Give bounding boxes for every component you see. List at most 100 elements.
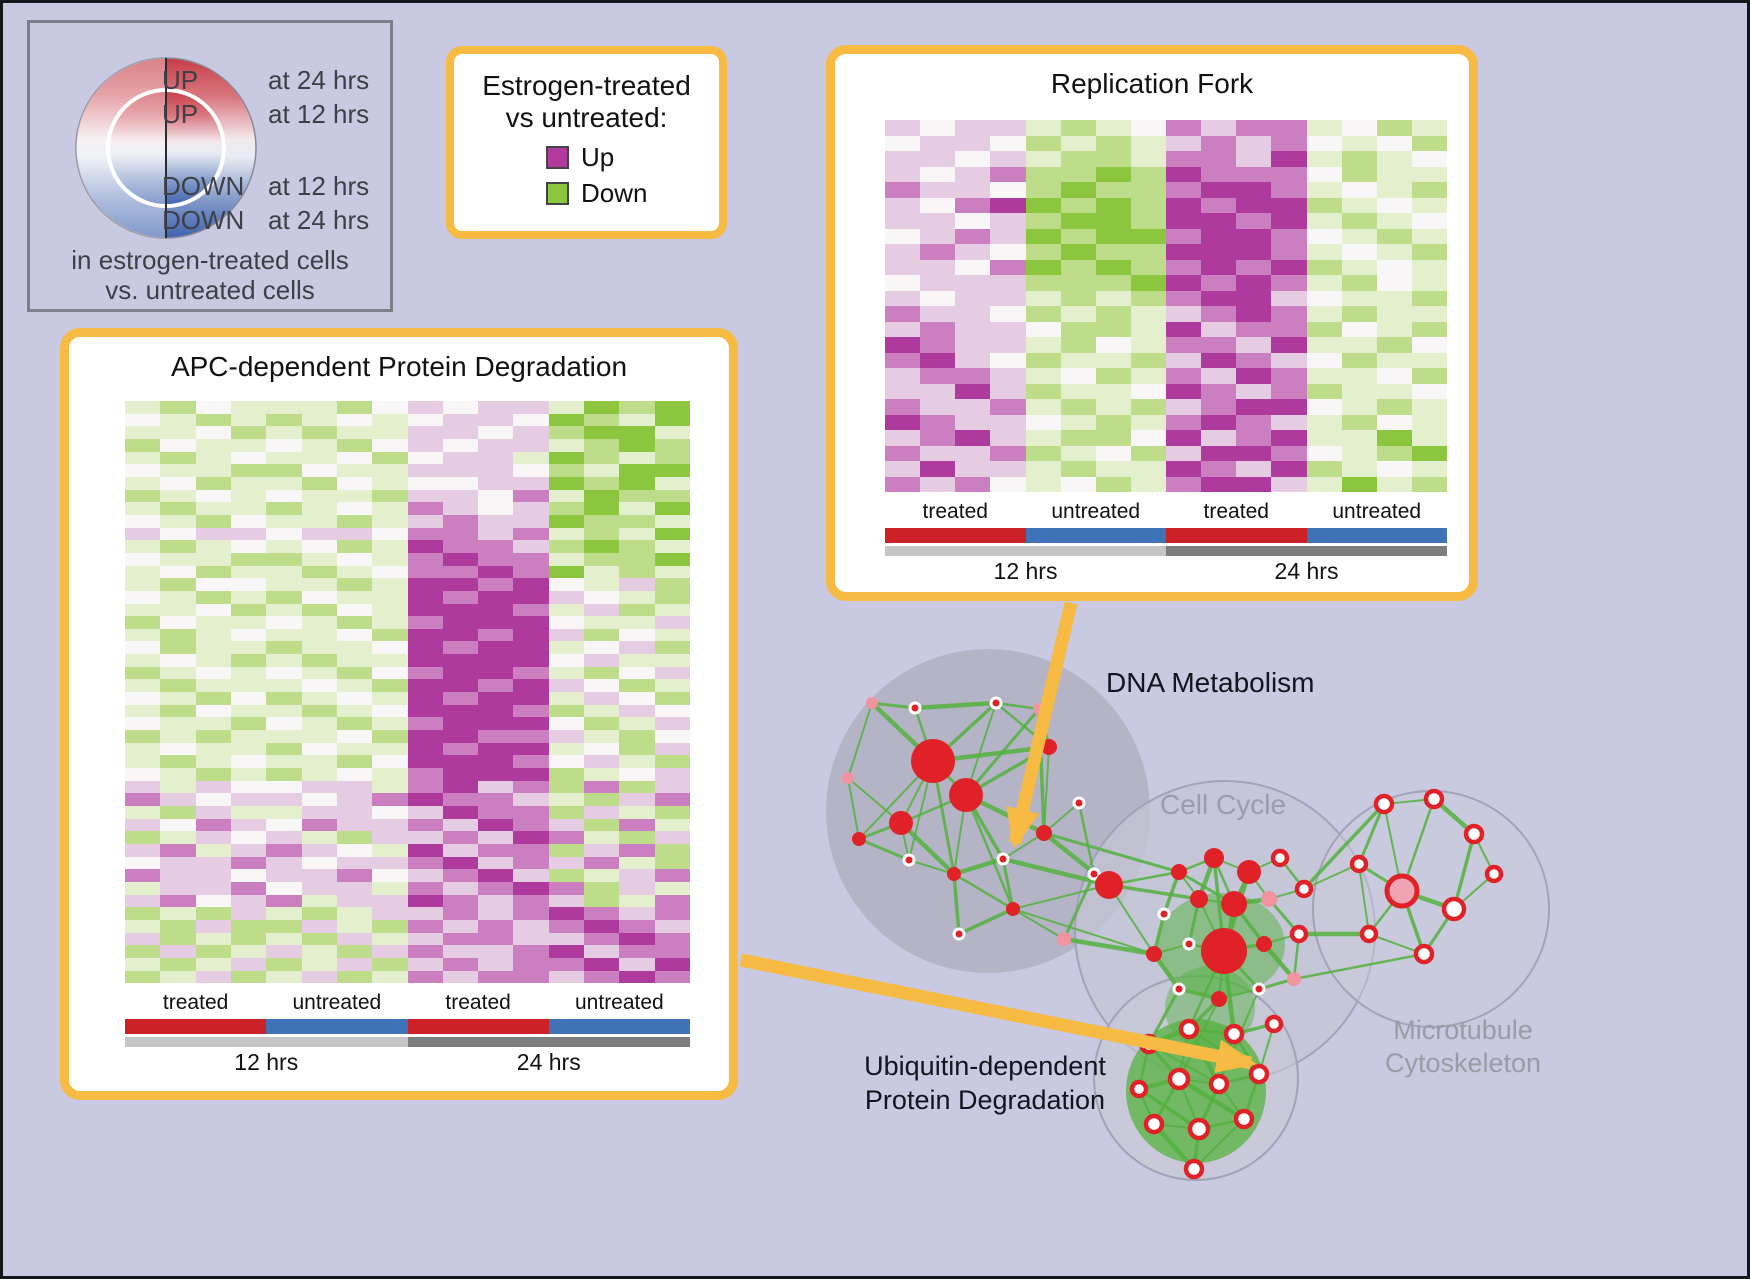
heatmap-cell bbox=[336, 717, 373, 731]
network-edge bbox=[952, 872, 961, 936]
heatmap-cell bbox=[372, 704, 408, 718]
heatmap-cell bbox=[654, 793, 690, 806]
heatmap-cell bbox=[1236, 120, 1272, 136]
heatmap-row bbox=[885, 290, 1447, 306]
heatmap-cell bbox=[266, 843, 302, 857]
heatmap-cell bbox=[301, 704, 337, 718]
heatmap-cell bbox=[336, 970, 373, 984]
heatmap-cell bbox=[372, 970, 408, 984]
heatmap-cell bbox=[584, 881, 620, 895]
heatmap-cell bbox=[920, 445, 956, 461]
heatmap-cell bbox=[1376, 321, 1412, 337]
network-edge bbox=[1000, 856, 1112, 888]
heatmap-cell bbox=[195, 502, 231, 515]
heatmap-cell bbox=[230, 932, 267, 946]
heatmap-cell bbox=[584, 666, 620, 680]
heatmap-cell bbox=[1060, 244, 1096, 260]
heatmap-cell bbox=[885, 430, 921, 446]
network-node bbox=[1463, 823, 1485, 845]
heatmap-cell bbox=[548, 957, 585, 971]
heatmap-cell bbox=[336, 489, 373, 503]
heatmap-cell bbox=[1411, 430, 1447, 446]
heatmap-cell bbox=[125, 831, 161, 844]
heatmap-cell bbox=[1411, 306, 1447, 322]
heatmap-cell bbox=[195, 654, 231, 667]
heatmap-cell bbox=[195, 476, 231, 490]
heatmap-cell bbox=[407, 578, 443, 591]
heatmap-cell bbox=[442, 957, 479, 971]
heatmap-cell bbox=[1411, 399, 1447, 415]
network-edge bbox=[1147, 1042, 1181, 1081]
heatmap-cell bbox=[1236, 197, 1272, 213]
network-edge bbox=[1151, 951, 1182, 992]
heatmap-cell bbox=[654, 464, 690, 477]
heatmap-cell bbox=[990, 244, 1026, 260]
heatmap-cell bbox=[407, 730, 443, 743]
heatmap-cell bbox=[1201, 321, 1237, 337]
heatmap-cell bbox=[584, 869, 620, 882]
network-edge bbox=[957, 907, 1015, 936]
heatmap-cell bbox=[442, 970, 479, 984]
heatmap-cell bbox=[442, 692, 479, 705]
network-node bbox=[1143, 1113, 1165, 1135]
heatmap-cell bbox=[478, 704, 514, 718]
heatmap-cell bbox=[442, 552, 479, 566]
heatmap-row bbox=[125, 438, 690, 452]
heatmap-cell bbox=[407, 679, 443, 693]
heatmap-cell bbox=[1411, 290, 1447, 306]
heatmap-cell bbox=[442, 730, 479, 743]
heatmap-cell bbox=[548, 894, 585, 908]
network-node bbox=[1172, 982, 1186, 996]
heatmap-cell bbox=[407, 843, 443, 857]
heatmap-cell bbox=[654, 527, 690, 541]
heatmap-cell bbox=[336, 578, 373, 591]
heatmap-cell bbox=[301, 527, 337, 541]
heatmap-cell bbox=[372, 780, 408, 794]
heatmap-cell bbox=[990, 120, 1026, 136]
heatmap-cell bbox=[195, 692, 231, 705]
heatmap-cell bbox=[548, 679, 585, 693]
heatmap-cell bbox=[125, 717, 161, 731]
heatmap-cell bbox=[1306, 197, 1342, 213]
heatmap-cell bbox=[195, 514, 231, 528]
network-edge bbox=[1187, 997, 1221, 1031]
heatmap-cell bbox=[1095, 414, 1131, 430]
heatmap-cell bbox=[1060, 120, 1096, 136]
estrogen-legend-title-line1: Estrogen-treated bbox=[482, 70, 691, 101]
heatmap-cell bbox=[584, 970, 620, 984]
heatmap-cell bbox=[513, 970, 549, 984]
heatmap-cell bbox=[1271, 290, 1307, 306]
network-edge bbox=[912, 700, 999, 711]
network-edge bbox=[1232, 1022, 1276, 1036]
heatmap-cell bbox=[125, 527, 161, 541]
heatmap-cell bbox=[478, 679, 514, 693]
heatmap-cell bbox=[619, 438, 655, 452]
heatmap-cell bbox=[1411, 197, 1447, 213]
heatmap-cell bbox=[442, 527, 479, 541]
heatmap-cell bbox=[442, 818, 479, 832]
heatmap-cell bbox=[301, 540, 337, 553]
heatmap-cell bbox=[619, 793, 655, 806]
heatmap-cell bbox=[1201, 120, 1237, 136]
treatment-segment bbox=[1025, 528, 1166, 543]
heatmap-row bbox=[125, 869, 690, 882]
heatmap-cell bbox=[266, 552, 302, 566]
heatmap-cell bbox=[1060, 290, 1096, 306]
heatmap-cell bbox=[513, 793, 549, 806]
heatmap-cell bbox=[336, 742, 373, 756]
heatmap-cell bbox=[125, 565, 161, 579]
heatmap-cell bbox=[160, 907, 196, 920]
heatmap-cell bbox=[619, 451, 655, 465]
heatmap-cell bbox=[1411, 476, 1447, 492]
heatmap-row bbox=[125, 679, 690, 693]
legend-caption-line2: vs. untreated cells bbox=[105, 275, 315, 305]
network-edge bbox=[898, 820, 957, 877]
heatmap-cell bbox=[654, 641, 690, 655]
heatmap-cell bbox=[1271, 244, 1307, 260]
heatmap-cell bbox=[1271, 213, 1307, 229]
heatmap-cell bbox=[230, 527, 267, 541]
heatmap-cell bbox=[301, 502, 337, 515]
heatmap-cell bbox=[407, 818, 443, 832]
heatmap-cell bbox=[1095, 337, 1131, 353]
